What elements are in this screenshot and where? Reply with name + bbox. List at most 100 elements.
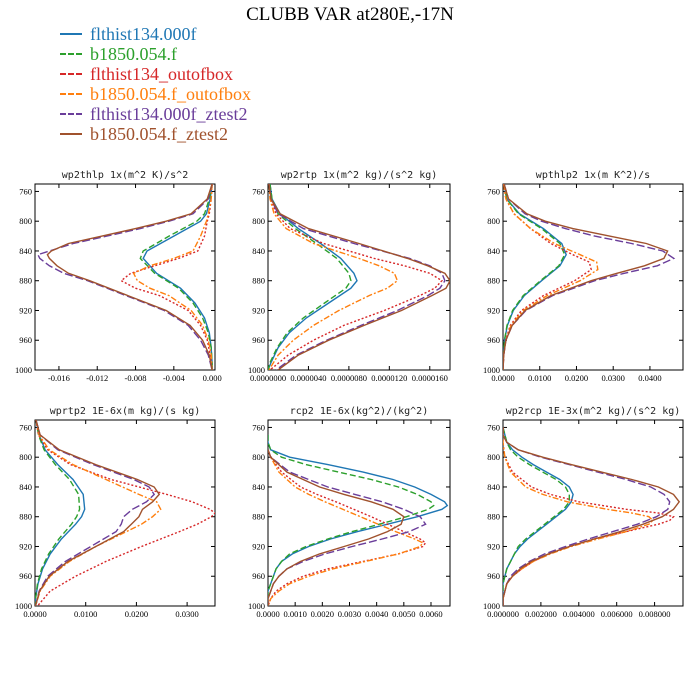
x-tick-label: 0.0000 xyxy=(491,373,514,383)
x-tick-label: -0.016 xyxy=(48,373,70,383)
y-tick-label: 840 xyxy=(252,246,265,256)
plot-frame xyxy=(502,183,684,371)
legend-entry: b1850.054.f_outofbox xyxy=(60,84,251,104)
x-tick-label: 0.0300 xyxy=(175,609,198,619)
x-tick-label: -0.008 xyxy=(125,373,147,383)
chart-panel: wpthlp2 1x(m K^2)/s 760 800 840 880 920 960 100… xyxy=(483,170,684,383)
chart-panel: wp2rcp 1E-3x(m^2 kg)/(s^2 kg) 760 800 840 88… xyxy=(483,406,684,619)
y-tick-label: 880 xyxy=(487,276,500,286)
x-tick-label: 0.0200 xyxy=(125,609,148,619)
plot-frame xyxy=(502,419,684,607)
legend-entry: b1850.054.f xyxy=(60,44,251,64)
plot-frame xyxy=(267,419,451,607)
x-tick-label: 0.0000080 xyxy=(331,373,367,383)
x-tick-label: 0.000000 xyxy=(487,609,519,619)
legend: flthist134.000f b1850.054.f flthist134_o… xyxy=(60,24,251,144)
series-line xyxy=(46,184,213,370)
x-tick-label: 0.0010 xyxy=(283,609,306,619)
panel-title: wprtp2 1E-6x(m kg)/(s kg) xyxy=(50,406,201,417)
x-tick-label: 0.0000 xyxy=(256,609,279,619)
panel-title: wp2rcp 1E-3x(m^2 kg)/(s^2 kg) xyxy=(506,406,681,417)
y-tick-label: 920 xyxy=(19,541,32,551)
x-tick-label: 0.0000000 xyxy=(250,373,286,383)
chart-panel: wp2rtp 1x(m^2 kg)/(s^2 kg) 760 800 840 880 92… xyxy=(248,170,451,383)
x-tick-label: -0.004 xyxy=(163,373,186,383)
x-tick-label: 0.000 xyxy=(203,373,222,383)
series-line xyxy=(35,420,215,606)
x-tick-label: 0.0400 xyxy=(638,373,661,383)
y-tick-label: 760 xyxy=(487,422,500,432)
series-line xyxy=(132,184,213,370)
panel-title: wpthlp2 1x(m K^2)/s xyxy=(536,170,650,181)
y-tick-label: 800 xyxy=(252,452,265,462)
x-tick-label: 0.0000040 xyxy=(290,373,326,383)
series-line xyxy=(35,420,81,606)
legend-entry: flthist134_outofbox xyxy=(60,64,251,84)
series-line xyxy=(503,184,676,370)
chart-panel: wprtp2 1E-6x(m kg)/(s kg) 760 800 840 880 920… xyxy=(15,406,216,619)
legend-line-swatch xyxy=(60,53,82,55)
plot-frame xyxy=(34,419,216,607)
x-tick-label: 0.0040 xyxy=(365,609,388,619)
legend-line-swatch xyxy=(60,113,82,115)
panel-title: rcp2 1E-6x(kg^2)/(kg^2) xyxy=(290,406,428,417)
y-tick-label: 920 xyxy=(252,305,265,315)
y-tick-label: 840 xyxy=(19,482,32,492)
legend-line-swatch xyxy=(60,73,82,75)
y-tick-label: 880 xyxy=(19,512,32,522)
y-tick-label: 960 xyxy=(19,571,32,581)
chart-panel: wp2thlp 1x(m^2 K)/s^2 760 800 840 880 920 960 1… xyxy=(15,170,222,383)
legend-label: b1850.054.f_ztest2 xyxy=(90,124,228,144)
y-tick-label: 760 xyxy=(252,422,265,432)
y-tick-label: 800 xyxy=(19,452,32,462)
x-tick-label: 0.0300 xyxy=(602,373,625,383)
x-tick-label: 0.0100 xyxy=(528,373,551,383)
y-tick-label: 960 xyxy=(487,335,500,345)
series-line xyxy=(139,184,213,370)
series-line xyxy=(503,427,654,606)
panel-title: wp2thlp 1x(m^2 K)/s^2 xyxy=(62,170,188,181)
series-line xyxy=(142,184,213,370)
y-tick-label: 800 xyxy=(487,452,500,462)
y-tick-label: 800 xyxy=(19,216,32,226)
series-line xyxy=(268,449,427,606)
y-tick-label: 760 xyxy=(19,422,32,432)
y-tick-label: 760 xyxy=(19,186,32,196)
y-tick-label: 880 xyxy=(487,512,500,522)
series-line xyxy=(503,427,681,606)
x-tick-label: 0.006000 xyxy=(601,609,633,619)
y-tick-label: 840 xyxy=(19,246,32,256)
series-line xyxy=(35,420,86,606)
series-line xyxy=(268,184,352,370)
x-tick-label: 0.0100 xyxy=(74,609,97,619)
legend-line-swatch xyxy=(60,133,82,135)
x-tick-label: 0.0030 xyxy=(338,609,361,619)
x-tick-label: 0.008000 xyxy=(639,609,671,619)
legend-label: flthist134_outofbox xyxy=(90,64,233,84)
y-tick-label: 880 xyxy=(252,512,265,522)
y-tick-label: 920 xyxy=(19,305,32,315)
x-tick-label: 0.004000 xyxy=(563,609,595,619)
y-tick-label: 800 xyxy=(252,216,265,226)
y-tick-label: 1000 xyxy=(15,365,32,375)
series-line xyxy=(503,184,669,370)
panel-title: wp2rtp 1x(m^2 kg)/(s^2 kg) xyxy=(281,170,438,181)
y-tick-label: 1000 xyxy=(483,601,500,611)
x-tick-label: 0.0200 xyxy=(565,373,588,383)
y-tick-label: 760 xyxy=(487,186,500,196)
legend-entry: b1850.054.f_ztest2 xyxy=(60,124,251,144)
x-tick-label: 0.0000160 xyxy=(412,373,448,383)
x-tick-label: 0.0020 xyxy=(311,609,334,619)
series-line xyxy=(503,184,599,370)
series-line xyxy=(35,420,156,606)
y-tick-label: 880 xyxy=(19,276,32,286)
plot-frame xyxy=(267,183,451,371)
x-tick-label: 0.0000 xyxy=(23,609,46,619)
series-line xyxy=(503,427,570,606)
x-tick-label: 0.0050 xyxy=(392,609,415,619)
series-line xyxy=(268,449,405,606)
series-line xyxy=(36,184,213,370)
series-line xyxy=(35,420,162,606)
legend-line-swatch xyxy=(60,33,82,35)
